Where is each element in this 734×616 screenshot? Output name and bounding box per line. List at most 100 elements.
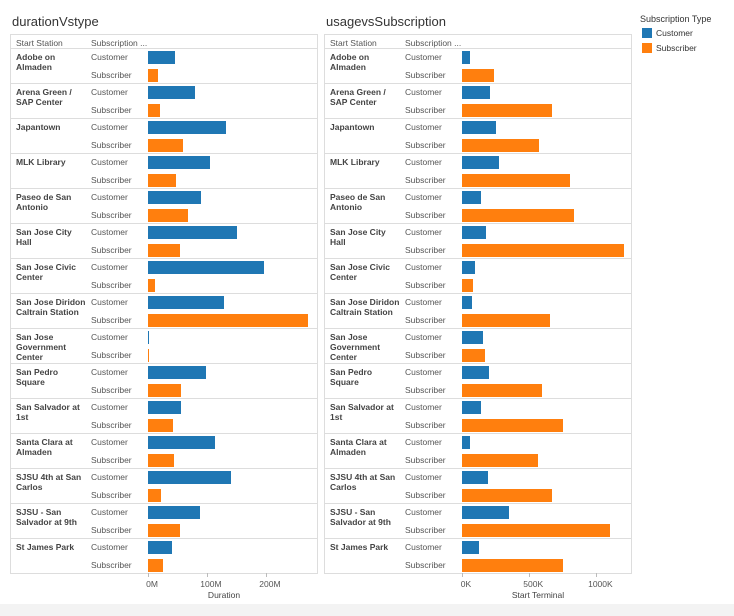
row-separator (10, 118, 318, 119)
bar (462, 191, 481, 205)
station-label: San Pedro Square (16, 367, 59, 387)
subscription-label: Customer (91, 122, 128, 132)
row-header: Start Station (330, 38, 377, 48)
subscription-label: Customer (405, 507, 442, 517)
subscription-label: Customer (405, 297, 442, 307)
station-label: Arena Green / SAP Center (16, 87, 72, 107)
tick-mark (596, 573, 598, 577)
subscription-label: Customer (91, 297, 128, 307)
station-label: Japantown (16, 122, 61, 132)
x-axis-title: Start Terminal (511, 590, 565, 600)
bar (462, 418, 563, 432)
bar (148, 488, 161, 502)
row-separator (324, 538, 632, 539)
bar (148, 383, 181, 397)
row-separator (10, 328, 318, 329)
subscription-label: Subscriber (91, 104, 132, 115)
subscription-label: Subscriber (405, 104, 446, 115)
subscription-label: Subscriber (405, 139, 446, 150)
subscription-label: Customer (405, 227, 442, 237)
subscription-label: Customer (405, 332, 442, 342)
bar (148, 418, 173, 432)
subscription-label: Subscriber (91, 349, 132, 360)
row-separator (10, 468, 318, 469)
bar (148, 261, 265, 275)
bar (462, 488, 552, 502)
bar (462, 208, 574, 222)
bar (462, 156, 499, 170)
station-label: San Salvador at 1st (16, 402, 80, 422)
subscription-label: Subscriber (91, 384, 132, 395)
bar (462, 453, 539, 467)
chart-frame (10, 34, 318, 574)
station-label: San Jose City Hall (330, 227, 386, 247)
subscription-label: Subscriber (405, 174, 446, 185)
station-label: San Jose City Hall (16, 227, 72, 247)
bar (462, 51, 470, 65)
bar (148, 51, 176, 65)
station-label: SJSU 4th at San Carlos (16, 472, 82, 492)
bar (462, 541, 479, 555)
row-separator (324, 118, 632, 119)
bar (462, 138, 540, 152)
bar (462, 506, 510, 520)
subscription-label: Subscriber (91, 244, 132, 255)
row-separator (324, 363, 632, 364)
bar (148, 208, 189, 222)
chart-title: usagevsSubscription (326, 14, 446, 29)
bar (148, 296, 225, 310)
row-separator (10, 398, 318, 399)
bar (462, 523, 611, 537)
subscription-label: Subscriber (405, 209, 446, 220)
station-label: San Pedro Square (330, 367, 373, 387)
subscription-label: Customer (405, 367, 442, 377)
subscription-label: Customer (405, 262, 442, 272)
station-label: San Salvador at 1st (330, 402, 394, 422)
bar (462, 173, 570, 187)
subscription-label: Customer (91, 542, 128, 552)
header-line (10, 48, 318, 49)
status-bar (0, 604, 734, 616)
bar (148, 121, 226, 135)
bar (148, 558, 163, 572)
subscription-label: Subscriber (91, 139, 132, 150)
subscription-label: Subscriber (405, 244, 446, 255)
legend-swatch (642, 28, 652, 38)
station-label: Japantown (330, 122, 375, 132)
station-label: Paseo de San Antonio (330, 192, 386, 212)
bar (462, 313, 550, 327)
bar (462, 401, 481, 415)
x-tick-label: 0K (460, 579, 472, 589)
legend-label: Subscriber (656, 43, 697, 53)
x-tick-label: 1000K (588, 579, 613, 589)
row-separator (324, 468, 632, 469)
row-header: Subscription ... (91, 38, 148, 48)
row-header: Subscription ... (405, 38, 462, 48)
station-label: Adobe on Almaden (330, 52, 370, 72)
row-separator (324, 223, 632, 224)
station-label: San Jose Diridon Caltrain Station (16, 297, 86, 317)
row-separator (324, 503, 632, 504)
bar (148, 278, 156, 292)
row-header: Start Station (16, 38, 63, 48)
row-separator (324, 258, 632, 259)
station-label: San Jose Government Center (16, 332, 67, 362)
station-label: San Jose Diridon Caltrain Station (330, 297, 400, 317)
bar (148, 226, 237, 240)
station-label: Paseo de San Antonio (16, 192, 72, 212)
x-axis-title: Duration (207, 590, 241, 600)
station-label: Santa Clara at Almaden (16, 437, 73, 457)
station-label: Adobe on Almaden (16, 52, 56, 72)
subscription-label: Customer (91, 227, 128, 237)
station-label: SJSU 4th at San Carlos (330, 472, 396, 492)
row-separator (10, 433, 318, 434)
subscription-label: Subscriber (405, 279, 446, 290)
tick-mark (206, 573, 208, 577)
station-label: MLK Library (16, 157, 66, 167)
row-separator (324, 188, 632, 189)
bar (148, 138, 183, 152)
row-separator (324, 398, 632, 399)
station-label: San Jose Civic Center (330, 262, 391, 282)
station-label: St James Park (16, 542, 75, 552)
station-label: SJSU - San Salvador at 9th (330, 507, 391, 527)
